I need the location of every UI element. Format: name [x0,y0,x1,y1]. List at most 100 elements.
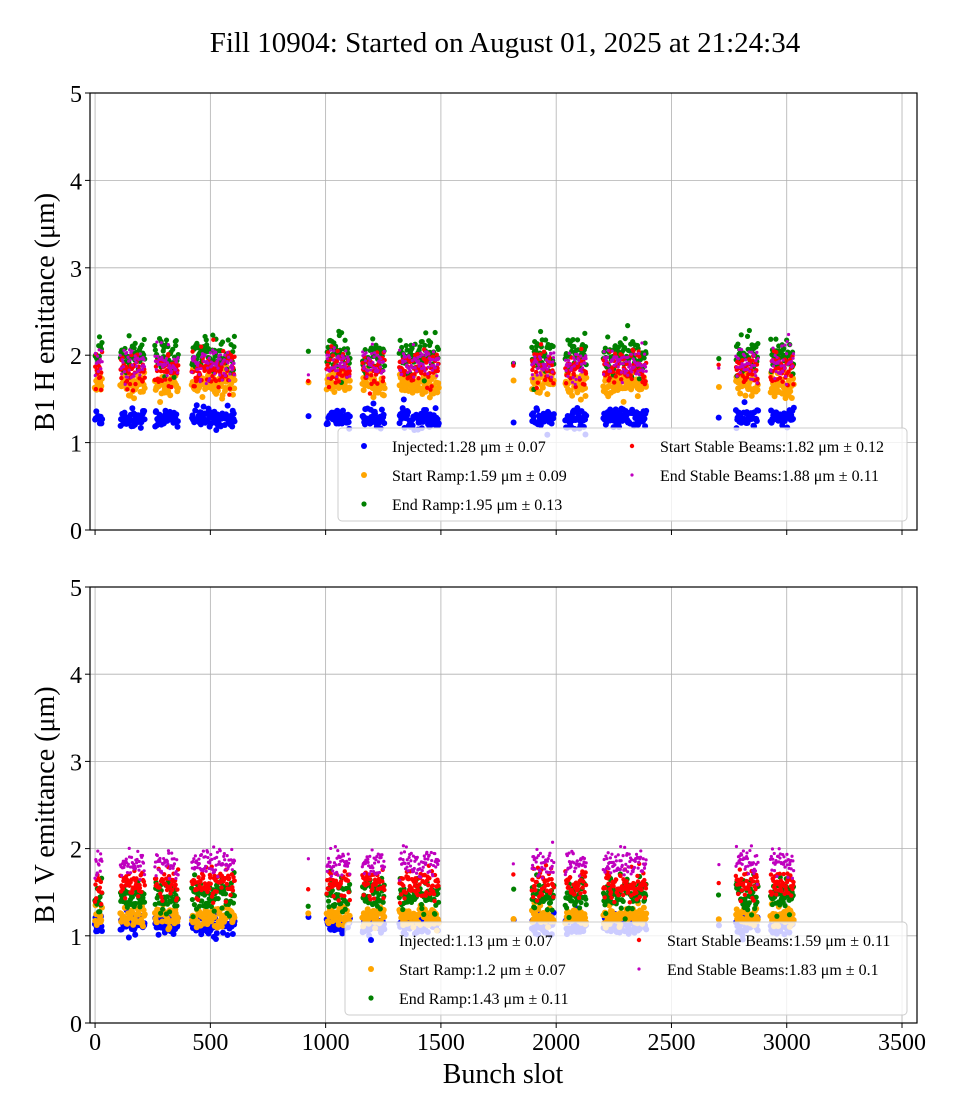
data-point [430,368,434,372]
data-point [369,363,373,368]
data-point [533,355,537,359]
data-point [129,405,136,412]
data-point [98,927,105,934]
data-point [611,884,616,889]
data-point [170,887,175,893]
data-point [746,900,752,906]
data-point [362,364,366,368]
data-point [715,892,722,898]
data-point [778,372,783,376]
data-point [230,410,237,417]
data-point [768,336,774,342]
data-point [124,904,130,910]
data-point [142,375,147,380]
data-point [336,379,342,384]
data-point [380,899,386,905]
y-tick-label: 1 [70,432,82,458]
data-point [154,367,158,372]
data-point [583,374,590,381]
data-point [641,415,648,422]
data-point [133,381,138,387]
data-point [339,365,343,369]
data-point [345,878,351,883]
data-point [332,901,338,908]
data-point [200,355,204,359]
data-point [716,356,722,362]
data-point [211,914,218,921]
data-point [381,895,386,901]
data-point [551,381,556,386]
data-point [640,904,647,911]
x-tick-label: 0 [89,1030,101,1056]
data-point [196,363,200,367]
data-point [220,929,227,936]
data-point [569,392,576,399]
data-point [205,889,210,895]
data-point [576,895,582,900]
data-point [326,376,330,380]
data-point [120,886,125,892]
data-point [340,360,344,364]
data-point [611,380,617,385]
x-tick-label: 2000 [532,1030,580,1056]
data-point [219,905,225,911]
data-point [637,351,641,356]
data-point [160,898,165,903]
data-point [430,916,437,923]
data-point [574,337,581,343]
data-point [192,407,199,414]
data-point [423,893,428,898]
data-point [159,894,164,900]
data-point [194,887,200,892]
data-point [95,354,100,358]
data-point [153,919,160,926]
data-point [212,372,217,376]
data-point [636,369,640,373]
data-point [791,356,795,360]
data-point [376,892,382,898]
data-point [629,352,633,356]
data-point [229,930,236,937]
data-point [215,895,221,902]
data-point [771,364,776,368]
data-point [536,882,542,888]
data-point [97,374,103,380]
data-point [580,366,585,370]
data-point [543,337,549,343]
data-point [434,389,441,396]
data-point [583,896,589,902]
data-point [643,407,650,414]
data-point [332,349,336,353]
data-point [345,419,352,426]
data-point [326,904,332,910]
data-point [99,416,106,423]
data-point [159,341,163,345]
data-point [97,348,101,352]
data-point [539,373,543,377]
data-point [583,902,589,908]
data-point [365,881,371,887]
data-point [606,348,610,353]
data-point [754,916,761,923]
data-point [142,365,147,369]
data-point [715,414,722,421]
data-point [549,877,554,882]
data-point [435,384,442,391]
data-point [715,383,722,390]
data-point [361,350,365,354]
data-point [539,892,545,897]
data-point [163,337,170,343]
data-point [347,881,353,887]
data-point [756,356,760,361]
data-point [607,375,612,381]
data-point [120,372,124,376]
data-point [791,352,796,356]
data-point [544,358,549,362]
data-point [550,370,554,374]
x-tick-label: 1500 [417,1030,465,1056]
data-point [135,894,141,899]
data-point [223,353,227,357]
legend-box [337,427,908,522]
data-point [346,357,351,361]
